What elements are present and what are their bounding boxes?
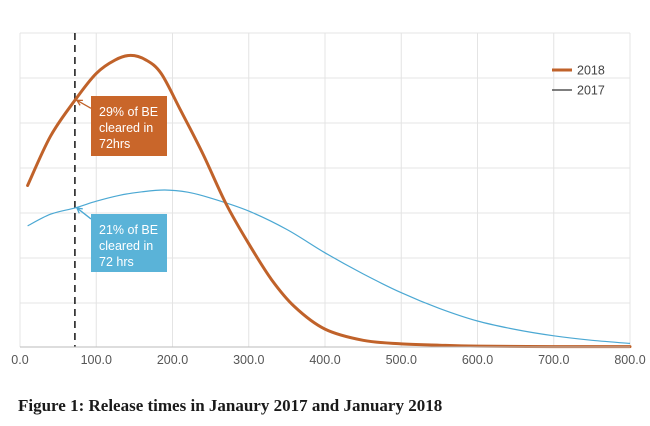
x-tick-label: 400.0 bbox=[309, 353, 340, 367]
x-tick-label: 0.0 bbox=[11, 353, 28, 367]
figure-caption: Figure 1: Release times in Janaury 2017 … bbox=[18, 396, 443, 415]
x-tick-label: 700.0 bbox=[538, 353, 569, 367]
annotation-2018-line-2: cleared in bbox=[99, 121, 154, 135]
annotation-arrow-2017 bbox=[75, 207, 92, 220]
annotation-arrows bbox=[75, 99, 92, 220]
x-tick-label: 500.0 bbox=[386, 353, 417, 367]
series-line-2018 bbox=[26, 53, 632, 349]
x-tick-label: 800.0 bbox=[614, 353, 645, 367]
annotation-2017: 21% of BE cleared in 72 hrs bbox=[91, 214, 167, 272]
x-tick-label: 100.0 bbox=[81, 353, 112, 367]
legend-label-2018: 2018 bbox=[577, 64, 605, 78]
annotation-2018: 29% of BE cleared in 72hrs bbox=[91, 96, 167, 156]
x-tick-label: 300.0 bbox=[233, 353, 264, 367]
annotation-2018-line-3: 72hrs bbox=[99, 137, 131, 151]
annotation-2017-line-1: 21% of BE bbox=[99, 223, 159, 237]
annotation-2018-line-1: 29% of BE bbox=[99, 105, 159, 119]
release-times-chart: 0.0 100.0 200.0 300.0 400.0 500.0 600.0 700.0 80… bbox=[11, 32, 646, 367]
annotation-2017-line-2: cleared in bbox=[99, 239, 154, 253]
annotation-arrow-2018 bbox=[75, 99, 92, 109]
chart-grid bbox=[19, 32, 631, 347]
annotation-2017-line-3: 72 hrs bbox=[99, 255, 134, 269]
series-line-2017 bbox=[27, 189, 631, 344]
x-tick-label: 600.0 bbox=[462, 353, 493, 367]
legend-label-2017: 2017 bbox=[577, 84, 605, 98]
x-tick-label: 200.0 bbox=[157, 353, 188, 367]
x-axis-ticks: 0.0 100.0 200.0 300.0 400.0 500.0 600.0 700.0 80… bbox=[11, 353, 645, 367]
legend: 2018 2017 bbox=[552, 64, 605, 98]
